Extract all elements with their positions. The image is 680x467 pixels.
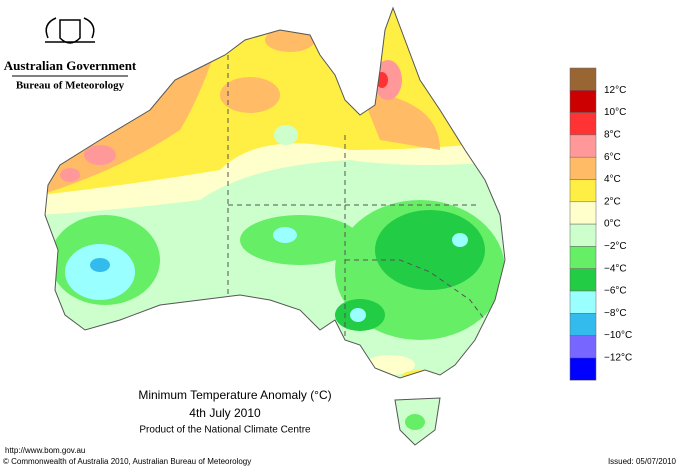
legend-label: −12°C (604, 353, 632, 364)
legend-swatch (569, 67, 597, 91)
legend: 12°C 10°C 8°C 6°C 4°C 2°C 0°C −2°C −4°C −6°C −8°C −… (569, 67, 632, 381)
legend-label: 10°C (604, 107, 626, 118)
legend-label: −10°C (604, 330, 632, 341)
tasmania-zone (405, 414, 425, 430)
footer-issued: Issued: 05/07/2010 (608, 457, 677, 466)
legend-label: 0°C (604, 219, 621, 230)
legend-swatch (569, 179, 597, 203)
legend-swatch (569, 357, 597, 381)
legend-label: −2°C (604, 241, 627, 252)
legend-swatch (569, 112, 597, 136)
legend-label: 12°C (604, 85, 626, 96)
legend-label: 8°C (604, 130, 621, 141)
legend-swatch (569, 134, 597, 158)
map-date: 4th July 2010 (189, 406, 261, 420)
legend-label: 6°C (604, 152, 621, 163)
legend-swatch (569, 335, 597, 359)
legend-swatch (569, 223, 597, 247)
legend-label: −8°C (604, 308, 627, 319)
legend-swatch (569, 313, 597, 336)
legend-swatch (569, 90, 597, 113)
legend-label: −6°C (604, 286, 627, 297)
legend-swatch (569, 268, 597, 292)
legend-swatch (569, 246, 597, 269)
government-name: Australian Government (4, 58, 137, 73)
legend-swatch (569, 156, 597, 180)
legend-swatch (569, 201, 597, 225)
map-title: Minimum Temperature Anomaly (°C) (138, 388, 331, 402)
legend-label: −4°C (604, 263, 627, 274)
footer-copyright: © Commonwealth of Australia 2010, Austra… (3, 457, 251, 466)
state-borders (227, 55, 486, 338)
coastline (44, 6, 506, 379)
map-product: Product of the National Climate Centre (139, 425, 311, 436)
footer-url: http://www.bom.gov.au (5, 446, 85, 455)
legend-label: 4°C (604, 174, 621, 185)
emblem (45, 17, 95, 44)
legend-label: 2°C (604, 196, 621, 207)
bureau-name: Bureau of Meteorology (16, 80, 125, 92)
legend-swatch (569, 290, 597, 314)
